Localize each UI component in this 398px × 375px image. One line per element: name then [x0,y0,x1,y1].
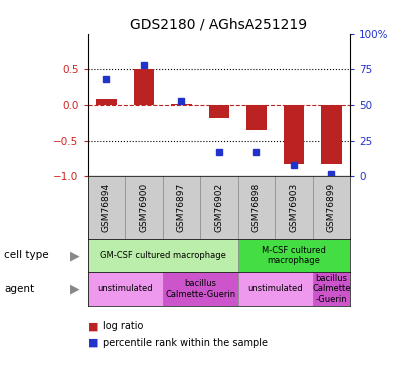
Text: ▶: ▶ [70,249,79,262]
Bar [88,239,238,272]
Text: GSM76898: GSM76898 [252,183,261,232]
Bar [171,104,192,105]
Bar [88,272,163,306]
Text: ▶: ▶ [70,282,79,296]
Bar [246,105,267,130]
Text: GSM76897: GSM76897 [177,183,186,232]
Text: percentile rank within the sample: percentile rank within the sample [103,338,269,348]
Bar [321,105,342,164]
Text: GSM76903: GSM76903 [289,183,298,232]
Text: cell type: cell type [4,251,49,261]
Bar [209,105,229,118]
Text: ■: ■ [88,338,98,348]
Bar [96,99,117,105]
Text: unstimulated: unstimulated [248,284,303,293]
Text: GSM76900: GSM76900 [139,183,148,232]
Text: M-CSF cultured
macrophage: M-CSF cultured macrophage [262,246,326,265]
Bar [284,105,304,164]
Title: GDS2180 / AGhsA251219: GDS2180 / AGhsA251219 [130,17,308,31]
Bar [134,69,154,105]
Text: agent: agent [4,284,34,294]
Text: unstimulated: unstimulated [97,284,153,293]
Text: ■: ■ [88,321,98,331]
Bar [238,239,350,272]
Bar [163,272,238,306]
Text: log ratio: log ratio [103,321,144,331]
Text: GSM76902: GSM76902 [215,183,223,232]
Text: bacillus
Calmette
-Guerin: bacillus Calmette -Guerin [312,274,351,304]
Text: GSM76899: GSM76899 [327,183,336,232]
Bar [313,272,350,306]
Text: GM-CSF cultured macrophage: GM-CSF cultured macrophage [100,251,226,260]
Text: GSM76894: GSM76894 [102,183,111,232]
Text: bacillus
Calmette-Guerin: bacillus Calmette-Guerin [165,279,235,298]
Bar [238,272,313,306]
